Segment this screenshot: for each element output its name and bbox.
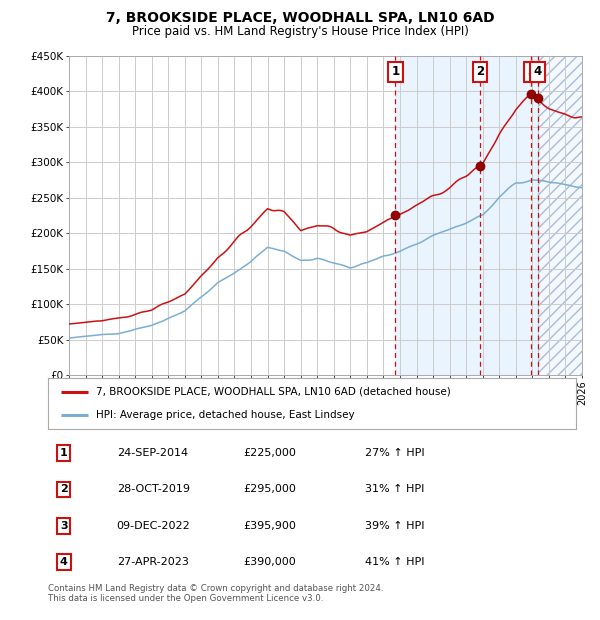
Bar xyxy=(538,56,582,375)
Text: 27-APR-2023: 27-APR-2023 xyxy=(116,557,188,567)
Text: 2: 2 xyxy=(60,484,68,494)
Text: £395,900: £395,900 xyxy=(244,521,296,531)
Text: £390,000: £390,000 xyxy=(244,557,296,567)
Text: Contains HM Land Registry data © Crown copyright and database right 2024.
This d: Contains HM Land Registry data © Crown c… xyxy=(48,584,383,603)
Bar xyxy=(395,56,538,375)
Text: 3: 3 xyxy=(527,65,535,78)
Text: 4: 4 xyxy=(533,65,542,78)
Text: 3: 3 xyxy=(60,521,68,531)
Text: 4: 4 xyxy=(60,557,68,567)
Text: 41% ↑ HPI: 41% ↑ HPI xyxy=(365,557,424,567)
Text: Price paid vs. HM Land Registry's House Price Index (HPI): Price paid vs. HM Land Registry's House … xyxy=(131,25,469,38)
Text: HPI: Average price, detached house, East Lindsey: HPI: Average price, detached house, East… xyxy=(95,410,354,420)
Text: £225,000: £225,000 xyxy=(244,448,296,458)
Text: 28-OCT-2019: 28-OCT-2019 xyxy=(116,484,190,494)
Text: 7, BROOKSIDE PLACE, WOODHALL SPA, LN10 6AD: 7, BROOKSIDE PLACE, WOODHALL SPA, LN10 6… xyxy=(106,11,494,25)
Text: 31% ↑ HPI: 31% ↑ HPI xyxy=(365,484,424,494)
Text: 39% ↑ HPI: 39% ↑ HPI xyxy=(365,521,424,531)
Text: 24-SEP-2014: 24-SEP-2014 xyxy=(116,448,188,458)
Text: 7, BROOKSIDE PLACE, WOODHALL SPA, LN10 6AD (detached house): 7, BROOKSIDE PLACE, WOODHALL SPA, LN10 6… xyxy=(95,387,450,397)
Text: £295,000: £295,000 xyxy=(244,484,296,494)
Text: 27% ↑ HPI: 27% ↑ HPI xyxy=(365,448,424,458)
Text: 1: 1 xyxy=(60,448,68,458)
Bar xyxy=(538,56,582,375)
Text: 1: 1 xyxy=(391,65,400,78)
Text: 09-DEC-2022: 09-DEC-2022 xyxy=(116,521,190,531)
Text: 2: 2 xyxy=(476,65,484,78)
